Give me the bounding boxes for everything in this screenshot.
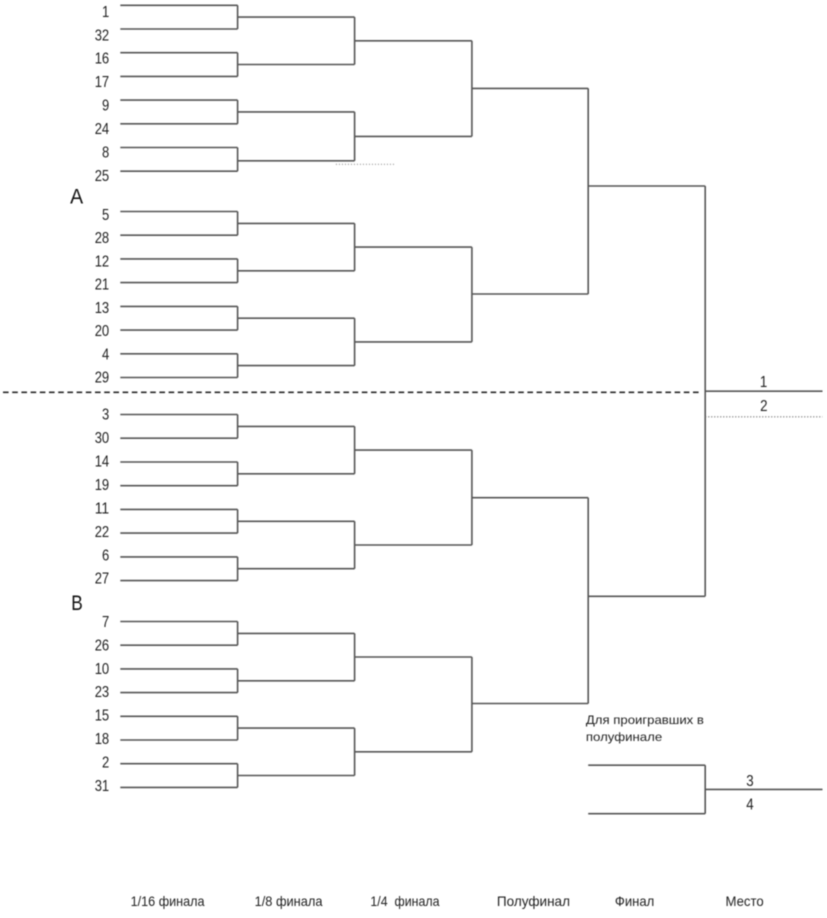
- svg-text:32: 32: [95, 27, 110, 44]
- svg-text:В: В: [71, 591, 83, 615]
- svg-text:A: A: [70, 185, 84, 209]
- svg-text:25: 25: [95, 168, 110, 185]
- svg-text:24: 24: [95, 121, 110, 138]
- svg-text:13: 13: [95, 300, 110, 317]
- svg-text:30: 30: [95, 430, 110, 447]
- svg-text:26: 26: [95, 637, 110, 654]
- svg-text:1: 1: [760, 374, 767, 391]
- svg-text:Место: Место: [726, 893, 764, 909]
- svg-text:18: 18: [95, 731, 110, 748]
- svg-text:1/16 финала: 1/16 финала: [131, 893, 205, 909]
- svg-text:12: 12: [95, 253, 110, 270]
- svg-text:1: 1: [102, 4, 109, 21]
- svg-text:10: 10: [95, 661, 110, 678]
- svg-text:23: 23: [95, 684, 110, 701]
- svg-text:16: 16: [95, 51, 110, 68]
- svg-text:22: 22: [95, 524, 110, 541]
- svg-text:19: 19: [95, 477, 110, 494]
- svg-text:3: 3: [746, 773, 753, 790]
- svg-text:8: 8: [102, 145, 109, 162]
- svg-text:2: 2: [760, 398, 767, 415]
- svg-text:21: 21: [95, 277, 110, 294]
- svg-text:15: 15: [95, 708, 110, 725]
- svg-text:6: 6: [102, 547, 109, 564]
- svg-text:27: 27: [95, 571, 110, 588]
- svg-text:5: 5: [102, 207, 109, 224]
- svg-text:28: 28: [95, 230, 110, 247]
- svg-text:3: 3: [102, 407, 109, 424]
- svg-text:7: 7: [102, 614, 109, 631]
- svg-text:полуфинале: полуфинале: [586, 730, 662, 744]
- svg-text:Финал: Финал: [615, 893, 654, 909]
- svg-text:4: 4: [746, 797, 754, 814]
- svg-text:14: 14: [95, 453, 110, 470]
- svg-text:29: 29: [95, 370, 110, 387]
- svg-text:Для проигравших в: Для проигравших в: [586, 713, 704, 727]
- svg-text:20: 20: [95, 323, 110, 340]
- svg-text:1/8 финала: 1/8 финала: [255, 893, 323, 909]
- svg-text:11: 11: [95, 500, 110, 517]
- svg-text:2: 2: [102, 754, 109, 771]
- svg-text:31: 31: [95, 778, 110, 795]
- svg-text:Полуфинал: Полуфинал: [497, 893, 570, 909]
- svg-text:9: 9: [102, 98, 109, 115]
- svg-text:4: 4: [102, 346, 110, 363]
- svg-text:17: 17: [95, 74, 110, 91]
- svg-text:1/4 финала: 1/4 финала: [370, 893, 439, 909]
